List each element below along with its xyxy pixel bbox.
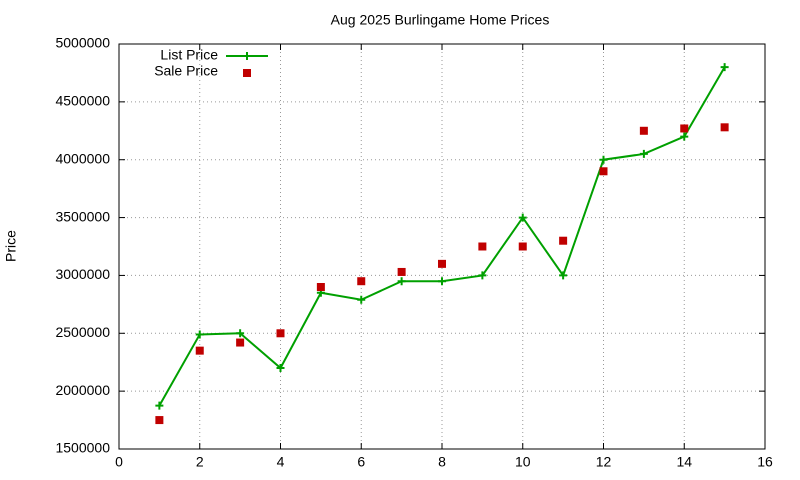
data-point <box>518 213 527 222</box>
data-point <box>639 126 648 135</box>
x-tick-label: 10 <box>515 454 531 470</box>
data-point <box>276 364 285 372</box>
data-point <box>397 277 406 286</box>
data-point <box>599 155 608 164</box>
data-point <box>720 123 729 132</box>
data-point <box>236 329 245 338</box>
data-point <box>639 149 648 158</box>
y-tick-label: 4500000 <box>55 93 110 109</box>
y-tick-label: 3500000 <box>55 208 110 224</box>
data-point <box>599 167 608 176</box>
data-point <box>720 63 729 72</box>
y-tick-label: 5000000 <box>55 35 110 51</box>
legend-marker <box>243 69 251 77</box>
data-point <box>478 242 487 251</box>
data-point <box>195 330 204 339</box>
data-point <box>357 277 366 286</box>
data-point <box>397 267 406 276</box>
y-axis-label: Price <box>3 230 19 262</box>
y-tick-label: 1500000 <box>55 440 110 456</box>
data-point <box>195 346 204 355</box>
x-tick-label: 14 <box>676 454 692 470</box>
data-point <box>680 124 689 133</box>
data-point <box>155 401 164 410</box>
y-tick-label: 3000000 <box>55 266 110 282</box>
data-point <box>438 259 446 268</box>
data-point <box>559 271 568 280</box>
y-tick-label: 2500000 <box>55 324 110 340</box>
data-point <box>155 416 164 425</box>
data-point <box>357 295 366 304</box>
data-point <box>680 132 689 141</box>
chart-title: Aug 2025 Burlingame Home Prices <box>331 12 550 28</box>
legend-label: Sale Price <box>154 63 218 79</box>
plot-frame <box>118 43 766 450</box>
data-point <box>236 338 245 347</box>
x-tick-label: 4 <box>277 454 285 470</box>
x-tick-label: 0 <box>115 454 123 470</box>
data-point <box>518 242 527 251</box>
data-point <box>438 277 446 286</box>
data-point <box>316 283 325 291</box>
legend-marker <box>243 52 251 60</box>
y-tick-label: 2000000 <box>55 382 110 398</box>
x-tick-label: 2 <box>196 454 204 470</box>
x-tick-label: 6 <box>357 454 365 470</box>
y-tick-label: 4000000 <box>55 150 110 166</box>
x-tick-label: 16 <box>757 454 773 470</box>
x-tick-label: 12 <box>596 454 612 470</box>
data-point <box>478 271 487 280</box>
data-point <box>559 236 568 245</box>
x-tick-label: 8 <box>438 454 446 470</box>
data-point <box>276 329 285 338</box>
legend-label: List Price <box>160 47 218 63</box>
